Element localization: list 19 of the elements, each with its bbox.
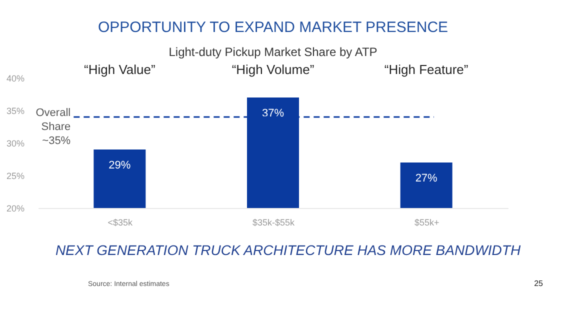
x-tick-label: $35k-$55k: [252, 218, 296, 228]
data-label: 37%: [262, 108, 284, 120]
chart-subtitle: Light-duty Pickup Market Share by ATP: [168, 45, 378, 59]
y-tick-label: 40%: [6, 74, 24, 84]
x-tick-label: <$35k: [108, 218, 134, 228]
text: “High Value”: [84, 62, 156, 77]
y-tick-label: 30%: [6, 138, 24, 148]
y-tick-label: 20%: [6, 204, 24, 214]
chart-title: OPPORTUNITY TO EXPAND MARKET PRESENCE: [98, 19, 448, 36]
ref-line-label: Overall Share ~35%: [36, 107, 71, 147]
text: 25: [534, 279, 544, 288]
text: “High Volume”: [232, 62, 314, 77]
y-tick-label: 25%: [6, 171, 24, 181]
x-tick-label: $55k+: [414, 218, 440, 228]
text: “High Feature”: [384, 62, 468, 77]
y-tick-label: 35%: [6, 106, 24, 116]
text: NEXT GENERATION TRUCK ARCHITECTURE HAS MORE BANDWIDTH: [55, 242, 522, 258]
data-label: 27%: [415, 172, 438, 184]
data-label: 29%: [108, 160, 131, 172]
